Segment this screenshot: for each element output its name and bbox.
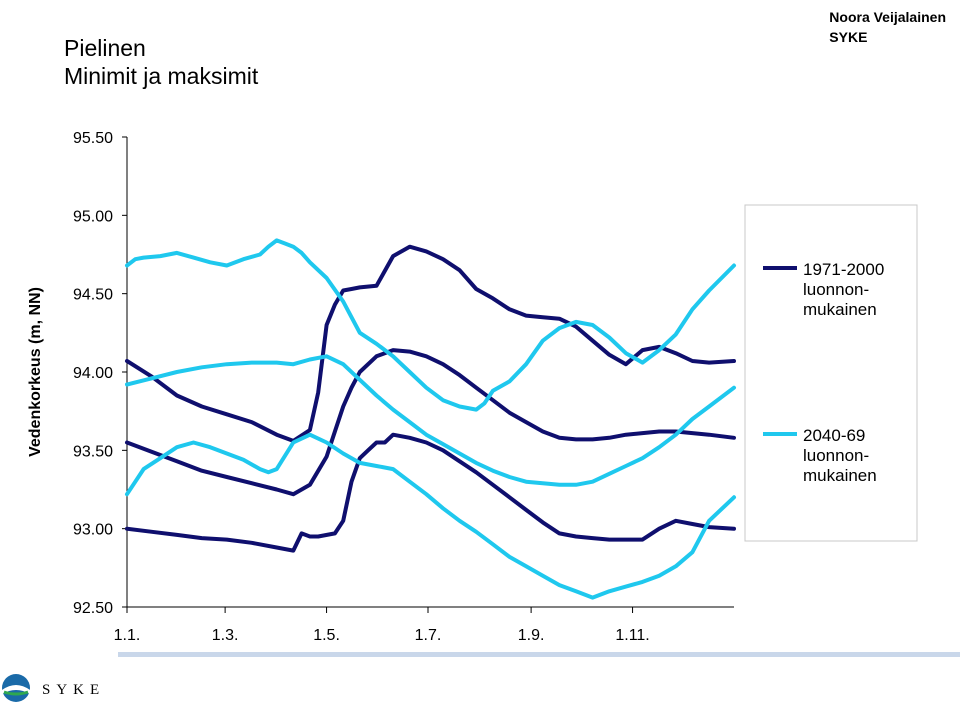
legend-label-1: luonnon- — [803, 280, 869, 299]
author-org: SYKE — [829, 29, 868, 45]
legend-label-2: 2040-69 — [803, 426, 865, 445]
title-line2: Minimit ja maksimit — [64, 63, 259, 89]
logo-text: SYKE — [42, 682, 105, 698]
y-tick-label: 93.50 — [73, 443, 113, 460]
x-tick-label: 1.11. — [615, 627, 649, 644]
x-tick-label: 1.1. — [114, 627, 141, 644]
series-2-line-2 — [125, 354, 736, 487]
syke-logo-icon: SYKE — [2, 674, 105, 702]
series-2-line-1 — [125, 238, 736, 412]
legend-label-2: luonnon- — [803, 446, 869, 465]
x-tick-label: 1.3. — [212, 627, 239, 644]
y-tick-label: 92.50 — [73, 600, 113, 617]
x-tick-label: 1.5. — [313, 627, 340, 644]
author-name: Noora Veijalainen — [829, 9, 946, 25]
series-2-line-3 — [125, 432, 736, 600]
chart-title: Pielinen Minimit ja maksimit — [64, 34, 258, 90]
y-tick-label: 93.00 — [73, 522, 113, 539]
legend-box — [744, 204, 918, 542]
y-tick-label: 94.50 — [73, 287, 113, 304]
y-axis-label: Vedenkorkeus (m, NN) — [27, 287, 44, 457]
y-tick-label: 94.00 — [73, 365, 113, 382]
series-1-line-3 — [125, 432, 736, 553]
x-tick-label: 1.7. — [415, 627, 442, 644]
series-1-line-2 — [125, 348, 736, 497]
title-line1: Pielinen — [64, 35, 146, 61]
series-1-line-1 — [125, 244, 736, 443]
legend-label-1: mukainen — [803, 300, 877, 319]
y-tick-label: 95.50 — [73, 130, 113, 147]
legend-label-2: mukainen — [803, 466, 877, 485]
y-tick-label: 95.00 — [73, 208, 113, 225]
legend-label-1: 1971-2000 — [803, 260, 884, 279]
bottom-decor-bar — [118, 652, 960, 657]
author-block: Noora Veijalainen SYKE — [829, 7, 946, 47]
x-tick-label: 1.9. — [518, 627, 545, 644]
